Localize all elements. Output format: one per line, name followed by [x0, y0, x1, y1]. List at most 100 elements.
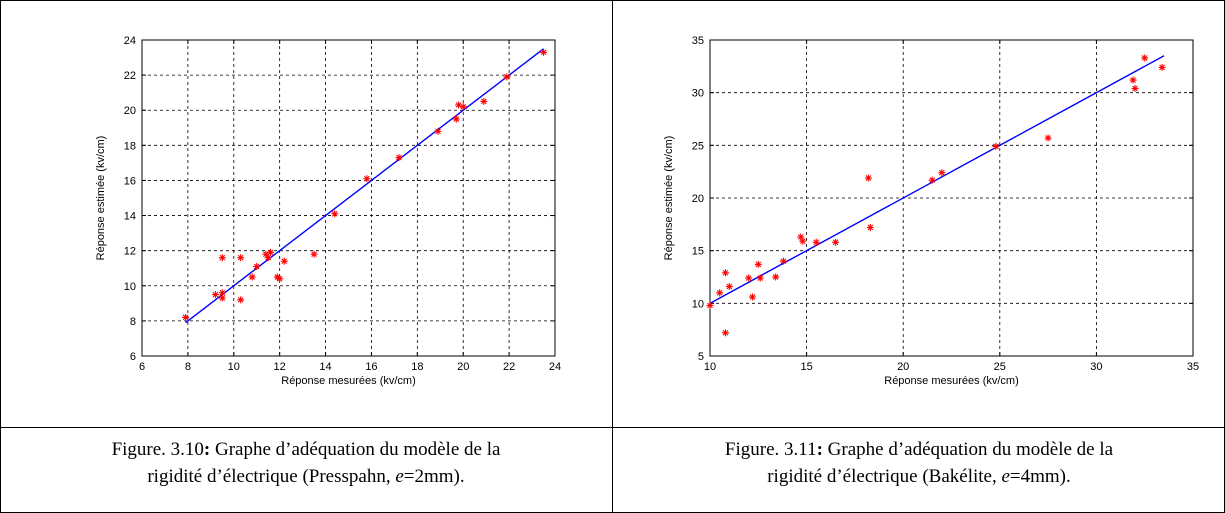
x-tick-label: 10	[228, 361, 240, 373]
y-tick-label: 20	[692, 193, 704, 205]
marker-stroke	[311, 251, 317, 258]
x-tick-label: 24	[549, 361, 561, 373]
caption-figure-number: Figure. 3.10	[111, 439, 204, 460]
data-point	[280, 257, 288, 265]
data-point	[725, 282, 733, 290]
marker-stroke	[1159, 64, 1165, 71]
data-point	[928, 176, 936, 184]
y-tick-label: 8	[130, 316, 136, 328]
x-tick-label: 10	[704, 361, 716, 373]
data-point	[182, 313, 190, 321]
marker-stroke	[707, 302, 713, 309]
data-point	[1141, 54, 1149, 62]
marker-stroke	[716, 289, 723, 296]
data-point	[716, 289, 724, 297]
x-tick-label: 16	[365, 361, 377, 373]
data-point	[237, 254, 245, 262]
marker-stroke	[929, 177, 936, 183]
marker-stroke	[1130, 77, 1136, 83]
caption-text-line-1: Graphe d’adéquation du modèle de la	[210, 439, 501, 460]
x-axis-label: Réponse mesurées (kv/cm)	[884, 375, 1019, 387]
marker-stroke	[757, 275, 764, 281]
marker-stroke	[722, 269, 729, 276]
y-tick-label: 15	[692, 246, 704, 258]
marker-stroke	[267, 249, 274, 256]
y-tick-label: 10	[692, 298, 704, 310]
x-tick-label: 20	[457, 361, 469, 373]
marker-stroke	[749, 294, 756, 300]
marker-stroke	[993, 143, 999, 150]
data-point	[480, 97, 488, 105]
y-tick-label: 30	[692, 88, 704, 100]
marker-stroke	[780, 258, 787, 265]
data-point	[1131, 84, 1139, 92]
x-tick-label: 18	[411, 361, 423, 373]
caption-text-line-2b: =4mm).	[1009, 466, 1071, 487]
data-point	[779, 257, 787, 265]
data-point	[266, 248, 274, 256]
data-point	[756, 274, 764, 282]
marker-stroke	[799, 238, 806, 245]
y-axis-label: Réponse estimée (kv/cm)	[95, 136, 107, 261]
data-point	[866, 223, 874, 231]
caption-figure-3-10: Figure. 3.10: Graphe d’adéquation du mod…	[4, 436, 608, 490]
marker-stroke	[396, 154, 402, 161]
data-point	[395, 154, 403, 162]
marker-stroke	[281, 258, 288, 265]
caption-e-symbol: e	[395, 466, 404, 487]
data-point	[276, 275, 284, 283]
marker-stroke	[219, 295, 226, 301]
data-point	[864, 174, 872, 182]
y-tick-label: 5	[698, 351, 704, 363]
x-axis-label: Réponse mesurées (kv/cm)	[281, 375, 416, 387]
x-tick-label: 14	[319, 361, 331, 373]
marker-stroke	[797, 234, 804, 240]
data-point	[772, 273, 780, 281]
marker-stroke	[182, 314, 189, 321]
marker-stroke	[253, 263, 260, 270]
marker-stroke	[939, 169, 945, 176]
data-point	[745, 274, 753, 282]
data-point	[1158, 63, 1166, 71]
marker-stroke	[212, 291, 219, 298]
y-tick-label: 10	[124, 281, 136, 293]
marker-stroke	[726, 283, 733, 290]
marker-stroke	[832, 239, 839, 246]
marker-stroke	[460, 103, 467, 110]
x-tick-label: 6	[139, 361, 145, 373]
data-point	[1044, 134, 1052, 142]
marker-stroke	[481, 98, 487, 105]
data-point	[452, 115, 460, 123]
y-tick-label: 25	[692, 140, 704, 152]
marker-stroke	[219, 289, 226, 296]
marker-stroke	[364, 175, 370, 182]
caption-line-1: Figure. 3.10: Graphe d’adéquation du mod…	[4, 436, 608, 463]
marker-stroke	[237, 296, 244, 303]
marker-stroke	[503, 74, 510, 80]
x-tick-label: 15	[800, 361, 812, 373]
data-point	[264, 254, 272, 262]
data-point	[434, 127, 442, 135]
x-tick-label: 30	[1090, 361, 1102, 373]
data-point	[812, 238, 820, 246]
caption-text-line-1: Graphe d’adéquation du modèle de la	[822, 439, 1114, 460]
marker-stroke	[865, 175, 872, 181]
caption-line-2: rigidité d’électrique (Bakélite, e=4mm).	[616, 463, 1222, 490]
y-tick-label: 16	[124, 175, 136, 187]
data-point	[1129, 76, 1137, 84]
marker-stroke	[219, 254, 226, 261]
data-point	[754, 260, 762, 268]
marker-stroke	[276, 275, 283, 282]
y-tick-label: 35	[692, 35, 704, 47]
data-point	[363, 175, 371, 183]
data-point	[721, 269, 729, 277]
marker-stroke	[1132, 85, 1138, 92]
marker-stroke	[722, 329, 729, 336]
marker-stroke	[435, 128, 441, 135]
caption-line-2: rigidité d’électrique (Presspahn, e=2mm)…	[4, 463, 608, 490]
y-tick-label: 14	[124, 211, 136, 223]
caption-figure-3-11: Figure. 3.11: Graphe d’adéquation du mod…	[616, 436, 1222, 490]
marker-stroke	[813, 239, 820, 246]
y-axis-label: Réponse estimée (kv/cm)	[663, 136, 675, 261]
data-point	[503, 73, 511, 81]
